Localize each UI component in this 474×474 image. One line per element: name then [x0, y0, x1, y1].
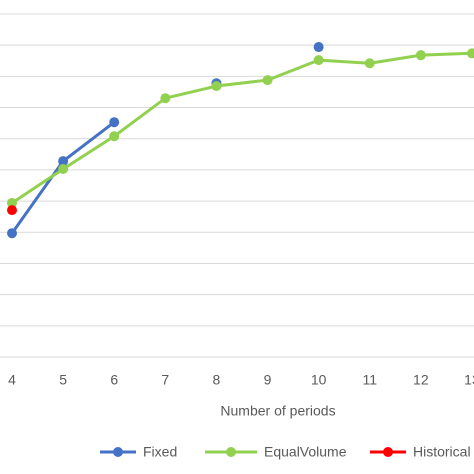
data-point: [364, 58, 375, 69]
data-point: [7, 228, 18, 239]
x-axis-title: Number of periods: [220, 403, 335, 419]
data-point: [109, 131, 120, 142]
data-point: [262, 75, 273, 86]
series-line: [12, 47, 319, 233]
x-tick-label: 8: [213, 372, 221, 388]
data-point: [109, 117, 120, 128]
legend-marker: [226, 447, 236, 457]
x-tick-label: 9: [264, 372, 272, 388]
legend-label: Fixed: [143, 444, 177, 460]
legend-marker: [113, 447, 123, 457]
data-point: [466, 48, 474, 59]
legend-label: Historical: [413, 444, 471, 460]
x-tick-label: 4: [8, 372, 16, 388]
x-tick-label: 6: [110, 372, 118, 388]
data-point: [313, 42, 324, 53]
legend-marker: [383, 447, 393, 457]
data-point: [58, 163, 69, 174]
legend-label: EqualVolume: [264, 444, 347, 460]
data-point: [160, 93, 171, 104]
data-point: [415, 50, 426, 61]
x-tick-label: 10: [311, 372, 327, 388]
x-tick-label: 5: [59, 372, 67, 388]
data-point: [211, 81, 222, 92]
data-point: [313, 55, 324, 66]
series-line: [11, 51, 473, 205]
x-tick-label: 7: [161, 372, 169, 388]
x-tick-label: 13: [464, 372, 474, 388]
x-tick-label: 11: [362, 372, 377, 388]
x-tick-label: 12: [413, 372, 429, 388]
data-point: [7, 205, 18, 216]
data-point: [58, 156, 69, 167]
data-point: [7, 197, 18, 208]
